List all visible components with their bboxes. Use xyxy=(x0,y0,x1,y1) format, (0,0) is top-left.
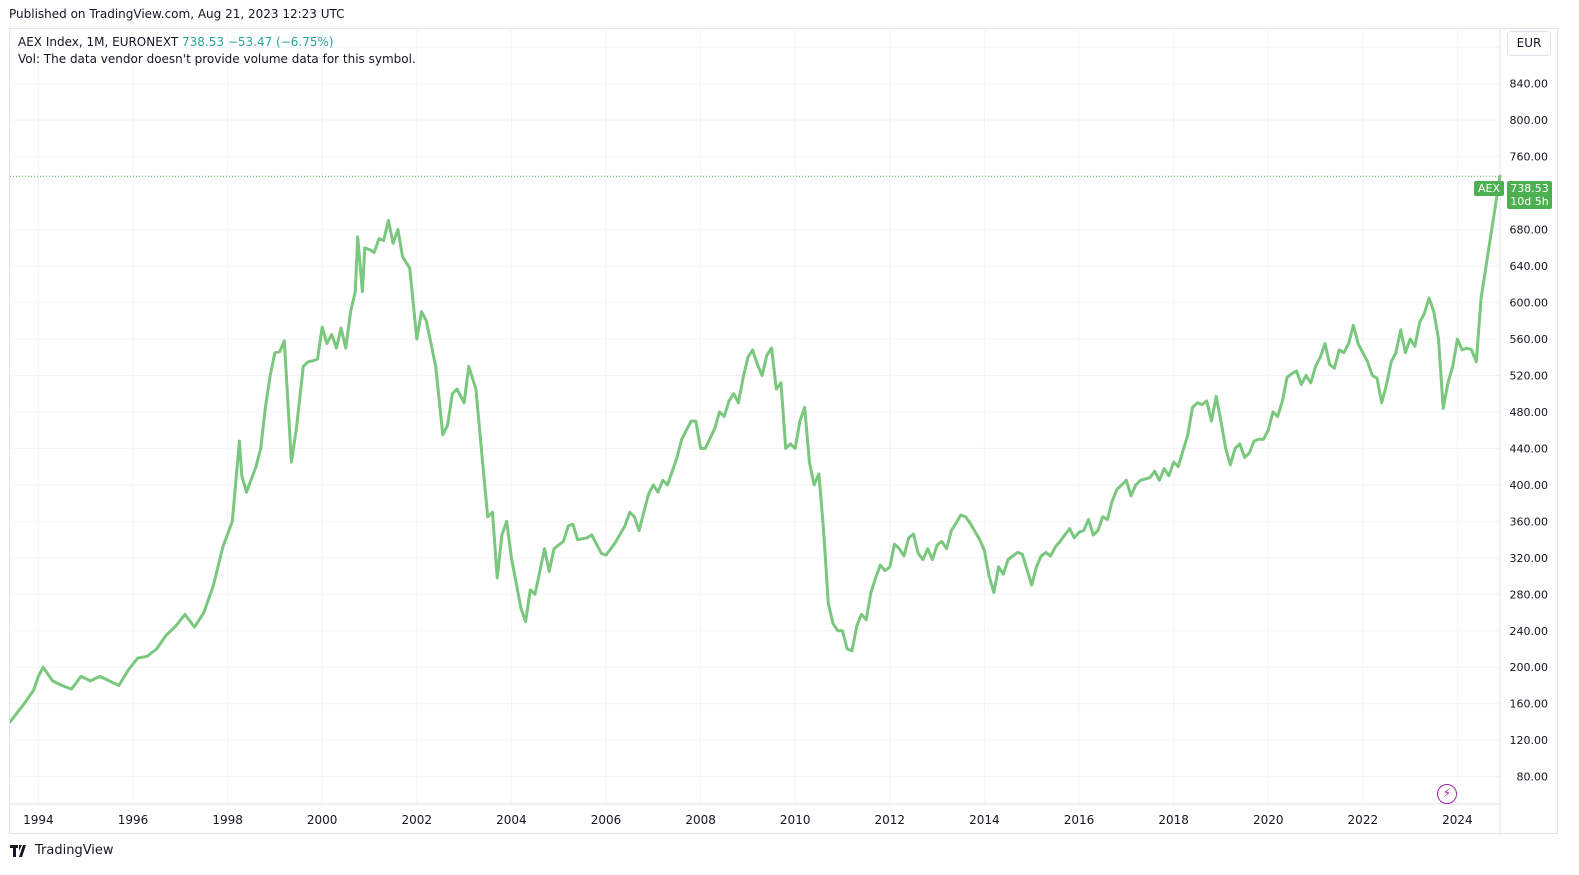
x-tick-label: 1996 xyxy=(118,813,149,827)
y-tick-label: 480.00 xyxy=(1510,406,1549,419)
x-tick-label: 2010 xyxy=(780,813,811,827)
currency-button[interactable]: EUR xyxy=(1507,31,1551,56)
x-tick-label: 2004 xyxy=(496,813,527,827)
y-tick-label: 280.00 xyxy=(1510,588,1549,601)
legend-value: 738.53 xyxy=(181,35,224,49)
y-tick-label: 760.00 xyxy=(1510,151,1549,164)
y-tick-label: 680.00 xyxy=(1510,224,1549,237)
price-chart[interactable]: 80.00 120.00 160.00 200.00 240.00 280.00 320.0… xyxy=(10,29,1559,835)
legend-volume: Vol: The data vendor doesn't provide vol… xyxy=(18,52,416,66)
y-tick-label: 440.00 xyxy=(1510,442,1549,455)
y-tick-label: 80.00 xyxy=(1517,771,1549,784)
tradingview-logo-icon xyxy=(10,844,26,857)
y-tick-label: 120.00 xyxy=(1510,734,1549,747)
y-tick-label: 640.00 xyxy=(1510,260,1549,273)
price-tag-value: 738.53 xyxy=(1510,182,1549,195)
footer[interactable]: TradingView xyxy=(10,843,114,858)
legend: AEX Index, 1M, EURONEXT 738.53 −53.47 (−… xyxy=(18,34,416,68)
x-tick-label: 2008 xyxy=(685,813,716,827)
x-tick-label: 2024 xyxy=(1442,813,1473,827)
y-tick-label: 600.00 xyxy=(1510,297,1549,310)
x-tick-label: 2002 xyxy=(402,813,433,827)
x-tick-label: 2000 xyxy=(307,813,338,827)
x-tick-label: 2014 xyxy=(969,813,1000,827)
y-tick-label: 560.00 xyxy=(1510,333,1549,346)
x-tick-label: 2016 xyxy=(1064,813,1095,827)
lightning-icon[interactable]: ⚡ xyxy=(1437,784,1457,804)
series-line xyxy=(10,174,1502,724)
legend-change: −53.47 (−6.75%) xyxy=(227,35,334,49)
y-tick-label: 240.00 xyxy=(1510,625,1549,638)
y-tick-label: 160.00 xyxy=(1510,698,1549,711)
y-tick-label: 200.00 xyxy=(1510,661,1549,674)
y-tick-label: 840.00 xyxy=(1510,78,1549,91)
x-tick-label: 2012 xyxy=(875,813,906,827)
y-tick-label: 800.00 xyxy=(1510,114,1549,127)
x-tick-label: 1998 xyxy=(212,813,243,827)
price-tag-countdown: 10d 5h xyxy=(1510,195,1549,208)
y-tick-label: 400.00 xyxy=(1510,479,1549,492)
footer-brand: TradingView xyxy=(35,843,114,858)
x-tick-label: 1994 xyxy=(23,813,54,827)
y-tick-label: 320.00 xyxy=(1510,552,1549,565)
x-tick-label: 2022 xyxy=(1348,813,1379,827)
x-tick-label: 2018 xyxy=(1158,813,1189,827)
published-note: Published on TradingView.com, Aug 21, 20… xyxy=(9,7,345,21)
chart-frame[interactable]: 80.00 120.00 160.00 200.00 240.00 280.00 320.0… xyxy=(9,28,1559,835)
price-tag-symbol: AEX xyxy=(1474,181,1504,196)
x-tick-label: 2020 xyxy=(1253,813,1284,827)
price-tag: 738.53 10d 5h xyxy=(1507,181,1552,209)
y-tick-label: 520.00 xyxy=(1510,369,1549,382)
legend-symbol[interactable]: AEX Index, 1M, EURONEXT xyxy=(18,35,179,49)
y-tick-label: 360.00 xyxy=(1510,515,1549,528)
x-tick-label: 2006 xyxy=(591,813,622,827)
